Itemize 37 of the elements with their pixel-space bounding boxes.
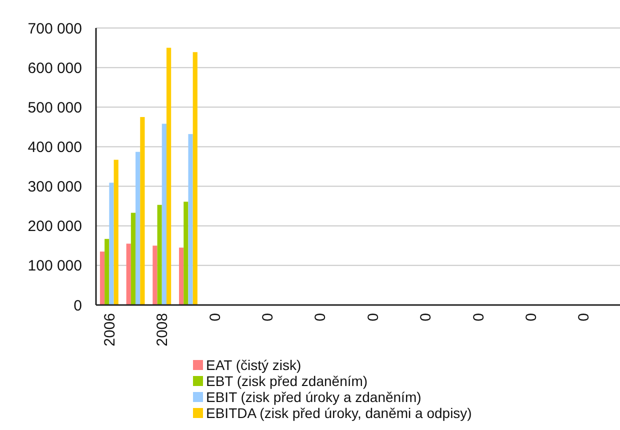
y-tick-label: 200 000 (28, 218, 82, 236)
bar (152, 246, 158, 305)
x-tick-label: 0 (260, 313, 277, 322)
x-tick-label: 0 (206, 313, 224, 322)
legend-label: EBIT (zisk před úroky a zdaněním) (206, 388, 422, 405)
bar (114, 160, 118, 305)
bar (104, 238, 110, 305)
bar (166, 48, 172, 305)
y-tick-label: 400 000 (28, 138, 82, 156)
x-tick-label: 0 (576, 313, 593, 322)
bar (140, 117, 145, 305)
x-tick-label: 2008 (154, 313, 172, 346)
bar (126, 244, 131, 305)
legend-label: EBT (zisk před zdaněním) (206, 372, 368, 389)
x-tick-label: 0 (523, 313, 540, 322)
bar (100, 252, 105, 305)
x-tick-label: 0 (312, 313, 330, 322)
bar (184, 202, 188, 305)
bar (109, 182, 114, 305)
bar (136, 152, 140, 305)
bar (130, 212, 136, 305)
legend-label: EBITDA (zisk před úroky, daněmi a odpisy) (206, 404, 472, 421)
x-tick-label: 2006 (101, 313, 118, 346)
x-tick-label: 0 (364, 313, 382, 322)
bar (179, 248, 184, 305)
y-tick-label: 600 000 (28, 60, 82, 77)
y-tick-label: 700 000 (28, 20, 82, 38)
bar (162, 124, 166, 305)
x-tick-label: 0 (418, 313, 435, 322)
y-tick-label: 500 000 (28, 99, 82, 116)
bar (192, 52, 198, 305)
x-tick-label: 0 (470, 313, 488, 322)
y-tick-label: 300 000 (28, 178, 82, 196)
bar (157, 204, 162, 305)
legend-label: EAT (čistý zisk) (206, 356, 302, 373)
y-tick-label: 100 000 (28, 258, 82, 275)
bar (188, 134, 193, 305)
